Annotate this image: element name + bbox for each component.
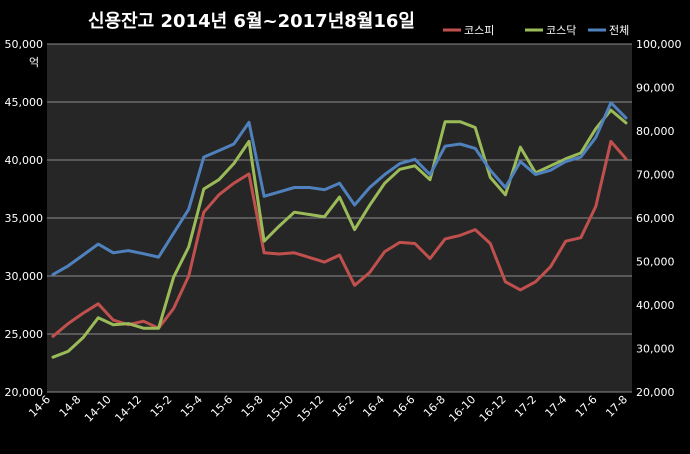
left-axis-tick-label: 35,000: [5, 212, 44, 225]
series-line: [51, 108, 628, 359]
right-axis-tick-label: 60,000: [636, 212, 675, 225]
right-axis-tick-label: 70,000: [636, 169, 675, 182]
right-axis-tick-labels: 20,000 30,000 40,000 50,000 60,000 70,000 80,0…: [636, 38, 682, 399]
right-axis-tick-label: 100,000: [636, 38, 682, 51]
left-axis-tick-label: 25,000: [5, 328, 44, 341]
left-axis-unit-label: 억: [29, 56, 39, 69]
right-axis-tick-label: 90,000: [636, 82, 675, 95]
right-axis-tick-label: 40,000: [636, 299, 675, 312]
left-axis-tick-label: 50,000: [5, 38, 44, 51]
left-axis-tick-label: 45,000: [5, 96, 44, 109]
left-axis-tick-label: 30,000: [5, 270, 44, 283]
right-axis-tick-label: 50,000: [636, 256, 675, 269]
right-axis-tick-label: 20,000: [636, 386, 675, 399]
right-axis-tick-label: 80,000: [636, 125, 675, 138]
legend-label: 코스닥: [546, 24, 576, 37]
left-axis-tick-labels: 20,000 25,000 30,000 35,000 40,000 45,000 50,0…: [5, 38, 44, 399]
right-axis-tick-label: 30,000: [636, 343, 675, 356]
left-axis-tick-label: 40,000: [5, 154, 44, 167]
series-layer: [51, 101, 628, 359]
legend-label: 전체: [609, 24, 629, 37]
left-axis-tick-label: 20,000: [5, 386, 44, 399]
grid-lines: [47, 43, 632, 393]
series-line: [51, 139, 628, 338]
legend-label: 코스피: [464, 24, 494, 37]
legend: 코스피 코스닥 전체: [443, 24, 629, 37]
series-line: [51, 101, 628, 277]
chart-title: 신용잔고 2014년 6월~2017년8월16일: [88, 11, 415, 32]
